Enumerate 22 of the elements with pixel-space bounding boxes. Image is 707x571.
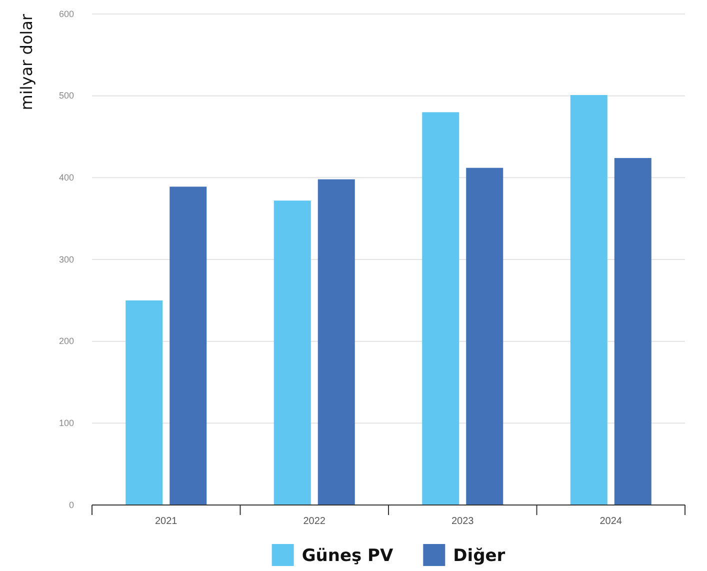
bar	[274, 200, 311, 505]
legend-label: Güneş PV	[302, 546, 394, 566]
bar	[318, 179, 355, 505]
bar	[570, 95, 608, 505]
y-tick-label: 300	[58, 254, 74, 264]
legend-label: Diğer	[453, 546, 506, 566]
bar	[422, 112, 460, 505]
y-tick-label: 0	[68, 500, 74, 510]
x-tick-label: 2021	[155, 516, 178, 528]
y-axis-title: milyar dolar	[17, 14, 36, 110]
y-tick-label: 200	[58, 336, 74, 346]
x-tick-label: 2023	[452, 516, 474, 528]
x-tick-label: 2022	[303, 516, 326, 528]
bar	[126, 300, 163, 505]
bar	[170, 186, 207, 505]
y-tick-label: 500	[58, 90, 74, 101]
bar	[466, 168, 504, 505]
bar	[614, 158, 652, 505]
y-tick-label: 100	[58, 418, 74, 428]
x-tick-label: 2024	[600, 516, 622, 528]
y-tick-label: 400	[58, 172, 74, 183]
y-tick-label: 600	[58, 8, 74, 19]
